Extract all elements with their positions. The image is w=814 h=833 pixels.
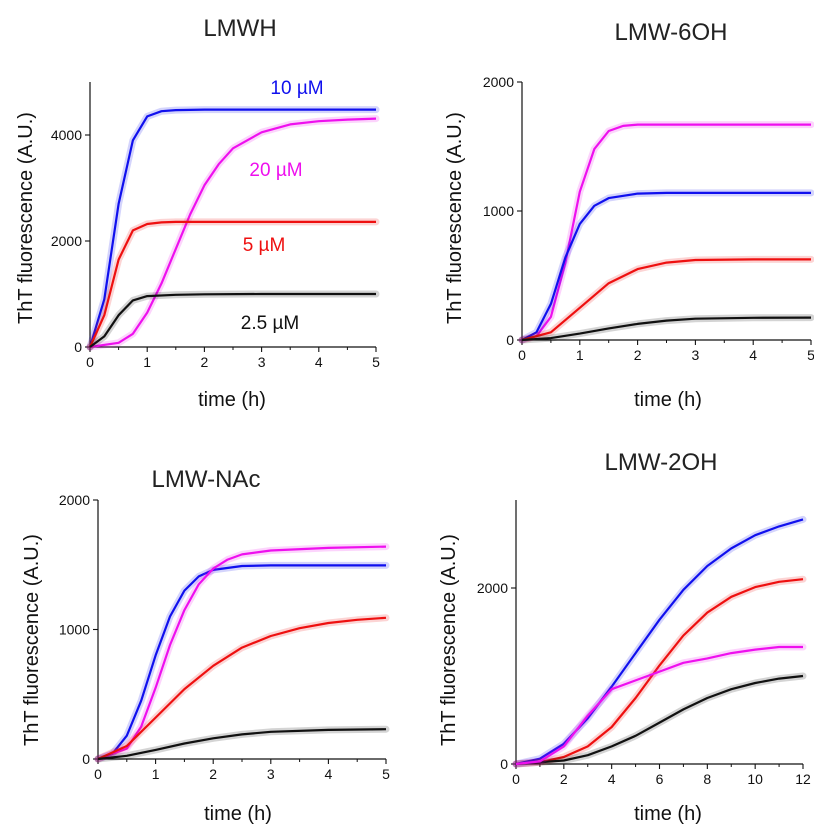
x-axis-label: time (h)	[634, 803, 702, 825]
x-tick-label: 1	[152, 766, 160, 782]
series-label-2-5um: 2.5 µM	[241, 313, 299, 334]
series-fit-line	[89, 117, 377, 349]
series-fit-line	[515, 674, 804, 766]
x-tick-label: 4	[608, 771, 616, 787]
x-tick-label: 5	[372, 354, 380, 370]
panel-title: LMW-2OH	[605, 449, 718, 476]
x-tick-label: 8	[703, 771, 711, 787]
series-errorband	[518, 121, 814, 344]
x-tick-label: 2	[560, 771, 568, 787]
x-tick-label: 6	[656, 771, 664, 787]
series-label-20um: 20 µM	[249, 160, 302, 181]
series-fit-line	[521, 191, 811, 341]
x-tick-label: 1	[576, 347, 584, 363]
x-tick-label: 3	[692, 347, 700, 363]
y-tick-label: 4000	[51, 127, 82, 143]
x-tick-label: 2	[201, 354, 209, 370]
y-tick-label: 0	[506, 332, 514, 348]
series-fit-line	[88, 220, 376, 348]
y-tick-label: 1000	[59, 622, 90, 638]
x-tick-label: 4	[749, 347, 757, 363]
y-tick-label: 0	[74, 339, 82, 355]
series-fit-line	[97, 616, 387, 761]
x-tick-label: 0	[86, 354, 94, 370]
x-tick-label: 0	[94, 766, 102, 782]
series-fit-line	[515, 518, 804, 766]
y-axis-label: ThT fluorescence (A.U.)	[15, 112, 37, 324]
y-tick-label: 0	[82, 751, 90, 767]
y-axis-label: ThT fluorescence (A.U.)	[438, 534, 460, 746]
panel-title: LMW-NAc	[152, 466, 261, 493]
y-tick-label: 2000	[51, 233, 82, 249]
series-fit-line	[97, 545, 387, 761]
x-axis-label: time (h)	[198, 389, 266, 411]
x-axis-label: time (h)	[634, 389, 702, 411]
y-tick-label: 0	[500, 756, 508, 772]
series-errorband	[512, 515, 807, 768]
panel-lmw-6oh: LMW-6OH ThT fluorescence (A.U.) time (h)…	[444, 19, 814, 411]
x-tick-label: 3	[258, 354, 266, 370]
x-tick-label: 2	[634, 347, 642, 363]
series-data	[515, 519, 804, 765]
x-tick-label: 10	[747, 771, 763, 787]
panel-title: LMWH	[203, 15, 276, 42]
y-axis-label: ThT fluorescence (A.U.)	[444, 112, 466, 324]
y-tick-label: 1000	[483, 203, 514, 219]
x-tick-label: 0	[512, 771, 520, 787]
panel-title: LMW-6OH	[615, 19, 728, 46]
y-axis-label: ThT fluorescence (A.U.)	[21, 534, 43, 746]
y-tick-label: 2000	[477, 580, 508, 596]
x-tick-label: 5	[807, 347, 814, 363]
x-tick-label: 4	[315, 354, 323, 370]
x-tick-label: 12	[795, 771, 811, 787]
x-tick-label: 2	[209, 766, 217, 782]
series-fit-line	[97, 728, 387, 761]
series-fit-line	[515, 645, 803, 766]
x-tick-label: 5	[382, 766, 390, 782]
x-tick-label: 3	[267, 766, 275, 782]
series-fit-line	[521, 123, 811, 342]
series-fit-line	[88, 108, 376, 348]
x-tick-label: 0	[518, 347, 526, 363]
series-fit-line	[515, 578, 804, 766]
series-label-5um: 5 µM	[243, 235, 286, 256]
series-fit-line	[89, 292, 376, 348]
x-tick-label: 1	[143, 354, 151, 370]
x-tick-label: 4	[325, 766, 333, 782]
series-fit-line	[521, 316, 812, 342]
x-axis-label: time (h)	[204, 803, 272, 825]
series-fit-line	[521, 258, 811, 342]
panel-lmw-nac: LMW-NAc ThT fluorescence (A.U.) time (h)…	[21, 466, 390, 825]
panel-lmw-2oh: LMW-2OH ThT fluorescence (A.U.) time (h)…	[438, 449, 811, 825]
y-tick-label: 2000	[483, 74, 514, 90]
series-label-10um: 10 µM	[270, 78, 323, 99]
y-tick-label: 2000	[59, 492, 90, 508]
series-data	[521, 124, 811, 341]
panel-lmwh: LMWH ThT fluorescence (A.U.) time (h) 0 1…	[15, 15, 380, 411]
series-fit-line	[97, 564, 386, 761]
